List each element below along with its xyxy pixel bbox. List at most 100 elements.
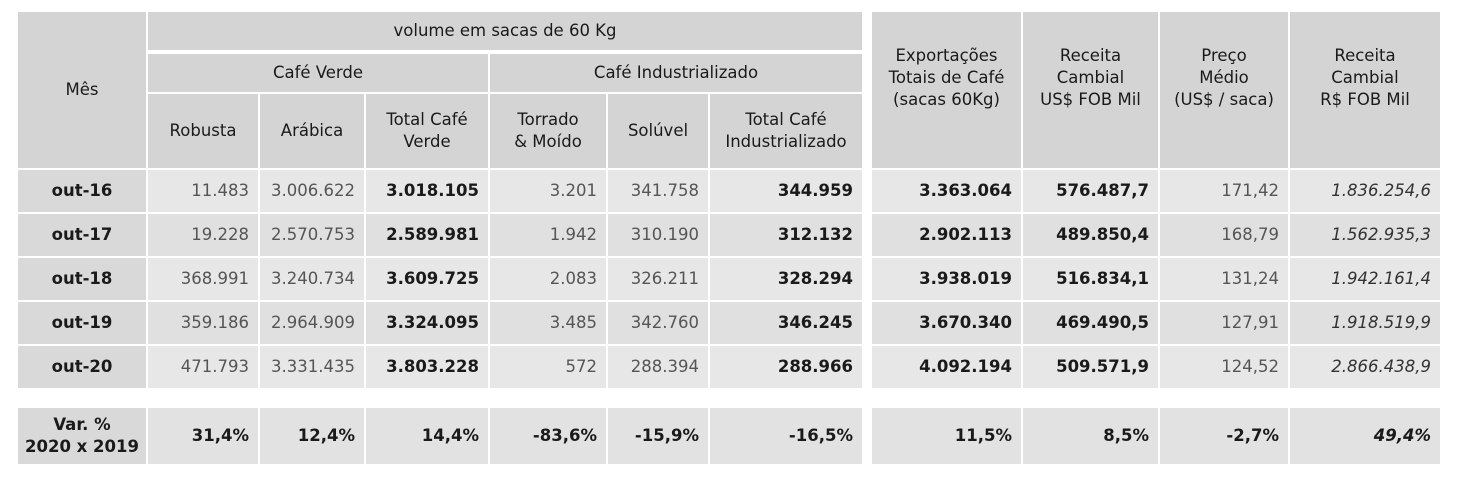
table-cell-arabica-text: 3.006.622 bbox=[271, 181, 355, 200]
table-cell-soluvel: 342.760 bbox=[608, 302, 708, 344]
table-cell-exportacoes: 3.363.064 bbox=[872, 170, 1021, 212]
table-cell-robusta: 11.483 bbox=[148, 170, 258, 212]
table-cell-robusta: 471.793 bbox=[148, 346, 258, 388]
table-cell-robusta-text: 19.228 bbox=[191, 225, 249, 244]
table-cell-robusta-text: 11.483 bbox=[191, 181, 249, 200]
table-cell-preco-text: 127,91 bbox=[1221, 313, 1279, 332]
table-cell-arabica: 2.570.753 bbox=[260, 214, 364, 256]
table-cell-arabica: 2.964.909 bbox=[260, 302, 364, 344]
table-cell-exportacoes-text: 3.363.064 bbox=[919, 181, 1012, 200]
table-cell-robusta: 19.228 bbox=[148, 214, 258, 256]
table-cell-total-ind: 346.245 bbox=[710, 302, 862, 344]
table-cell-total-ind-text: 312.132 bbox=[777, 225, 853, 244]
table-cell-receita-usd-text: 509.571,9 bbox=[1056, 357, 1149, 376]
table-cell-preco: 171,42 bbox=[1160, 170, 1288, 212]
table-cell-total-ind: 312.132 bbox=[710, 214, 862, 256]
table-cell-total-verde-text: 3.609.725 bbox=[386, 269, 479, 288]
variation-cell-torrado: -83,6% bbox=[490, 408, 606, 464]
header-volume: volume em sacas de 60 Kg bbox=[148, 12, 862, 50]
table-cell-receita-brl: 1.836.254,6 bbox=[1290, 170, 1440, 212]
table-cell-exportacoes-text: 3.670.340 bbox=[919, 313, 1012, 332]
table-cell-torrado-text: 3.201 bbox=[549, 181, 597, 200]
header-preco: Preço Médio (US$ / saca) bbox=[1160, 12, 1288, 168]
table-cell-preco-text: 171,42 bbox=[1221, 181, 1279, 200]
table-cell-receita-usd-text: 516.834,1 bbox=[1056, 269, 1149, 288]
header-cafe-industrializado: Café Industrializado bbox=[490, 54, 862, 92]
header-soluvel-text: Solúvel bbox=[627, 121, 689, 140]
table-cell-mes-text: out-18 bbox=[51, 269, 113, 288]
table-cell-total-ind-text: 344.959 bbox=[777, 181, 853, 200]
header-exportacoes: Exportações Totais de Café (sacas 60Kg) bbox=[872, 12, 1021, 168]
header-receita-usd: Receita Cambial US$ FOB Mil bbox=[1023, 12, 1158, 168]
table-cell-total-verde: 3.609.725 bbox=[366, 258, 488, 300]
table-cell-total-verde-text: 3.803.228 bbox=[386, 357, 479, 376]
table-cell-preco: 168,79 bbox=[1160, 214, 1288, 256]
table-cell-receita-brl: 1.562.935,3 bbox=[1290, 214, 1440, 256]
table-cell-robusta-text: 368.991 bbox=[180, 269, 249, 288]
table-cell-total-verde-text: 3.324.095 bbox=[386, 313, 479, 332]
table-cell-exportacoes: 3.938.019 bbox=[872, 258, 1021, 300]
table-cell-receita-brl-text: 1.942.161,4 bbox=[1331, 269, 1431, 288]
header-soluvel: Solúvel bbox=[608, 94, 708, 168]
table-cell-mes: out-19 bbox=[18, 302, 146, 344]
table-cell-total-verde: 3.324.095 bbox=[366, 302, 488, 344]
header-total-ind: Total Café Industrializado bbox=[710, 94, 862, 168]
table-cell-soluvel: 288.394 bbox=[608, 346, 708, 388]
table-cell-soluvel-text: 341.758 bbox=[630, 181, 699, 200]
variation-cell-robusta: 31,4% bbox=[148, 408, 258, 464]
table-cell-preco-text: 124,52 bbox=[1221, 357, 1279, 376]
header-cafe-verde: Café Verde bbox=[148, 54, 488, 92]
table-cell-mes: out-16 bbox=[18, 170, 146, 212]
table-cell-preco-text: 168,79 bbox=[1221, 225, 1279, 244]
variation-cell-receita-brl: 49,4% bbox=[1290, 408, 1440, 464]
table-cell-exportacoes: 2.902.113 bbox=[872, 214, 1021, 256]
table-cell-robusta-text: 471.793 bbox=[180, 357, 249, 376]
header-mes: Mês bbox=[18, 12, 146, 168]
table-cell-arabica-text: 3.331.435 bbox=[271, 357, 355, 376]
header-total-verde: Total Café Verde bbox=[366, 94, 488, 168]
header-cafe-industrializado-text: Café Industrializado bbox=[593, 63, 759, 82]
table-cell-preco: 127,91 bbox=[1160, 302, 1288, 344]
table-cell-mes-text: out-20 bbox=[51, 357, 113, 376]
table-cell-total-verde: 3.803.228 bbox=[366, 346, 488, 388]
table-cell-receita-usd: 509.571,9 bbox=[1023, 346, 1158, 388]
variation-cell-arabica-text: 12,4% bbox=[297, 426, 355, 445]
variation-cell-soluvel: -15,9% bbox=[608, 408, 708, 464]
table-cell-preco-text: 131,24 bbox=[1221, 269, 1279, 288]
variation-cell-mes: Var. % 2020 x 2019 bbox=[18, 408, 146, 464]
table-cell-robusta-text: 359.186 bbox=[180, 313, 249, 332]
table-cell-total-ind: 344.959 bbox=[710, 170, 862, 212]
table-cell-total-ind: 328.294 bbox=[710, 258, 862, 300]
variation-cell-preco: -2,7% bbox=[1160, 408, 1288, 464]
table-cell-robusta: 368.991 bbox=[148, 258, 258, 300]
header-robusta-text: Robusta bbox=[169, 121, 237, 140]
table-cell-exportacoes: 3.670.340 bbox=[872, 302, 1021, 344]
table-cell-torrado-text: 3.485 bbox=[549, 313, 597, 332]
table-cell-mes-text: out-16 bbox=[51, 181, 113, 200]
header-arabica-text: Arábica bbox=[280, 121, 344, 140]
header-torrado: Torrado & Moído bbox=[490, 94, 606, 168]
table-cell-mes-text: out-19 bbox=[51, 313, 113, 332]
table-cell-robusta: 359.186 bbox=[148, 302, 258, 344]
variation-cell-robusta-text: 31,4% bbox=[191, 426, 249, 445]
table-cell-receita-usd: 516.834,1 bbox=[1023, 258, 1158, 300]
table-cell-arabica: 3.331.435 bbox=[260, 346, 364, 388]
table-cell-receita-brl: 2.866.438,9 bbox=[1290, 346, 1440, 388]
header-mes-text: Mês bbox=[65, 80, 99, 99]
table-cell-soluvel-text: 342.760 bbox=[630, 313, 699, 332]
variation-cell-total-verde: 14,4% bbox=[366, 408, 488, 464]
table-cell-torrado: 2.083 bbox=[490, 258, 606, 300]
table-cell-arabica: 3.240.734 bbox=[260, 258, 364, 300]
table-cell-torrado: 3.485 bbox=[490, 302, 606, 344]
variation-cell-receita-brl-text: 49,4% bbox=[1373, 426, 1431, 445]
variation-cell-preco-text: -2,7% bbox=[1226, 426, 1279, 445]
table-cell-total-ind: 288.966 bbox=[710, 346, 862, 388]
table-cell-arabica-text: 2.964.909 bbox=[271, 313, 355, 332]
variation-cell-total-verde-text: 14,4% bbox=[421, 426, 479, 445]
table-cell-receita-usd-text: 576.487,7 bbox=[1056, 181, 1149, 200]
table-cell-receita-brl-text: 2.866.438,9 bbox=[1331, 357, 1431, 376]
table-cell-total-verde-text: 2.589.981 bbox=[386, 225, 479, 244]
table-cell-mes-text: out-17 bbox=[51, 225, 113, 244]
table-cell-exportacoes-text: 3.938.019 bbox=[919, 269, 1012, 288]
header-cafe-verde-text: Café Verde bbox=[272, 63, 364, 82]
